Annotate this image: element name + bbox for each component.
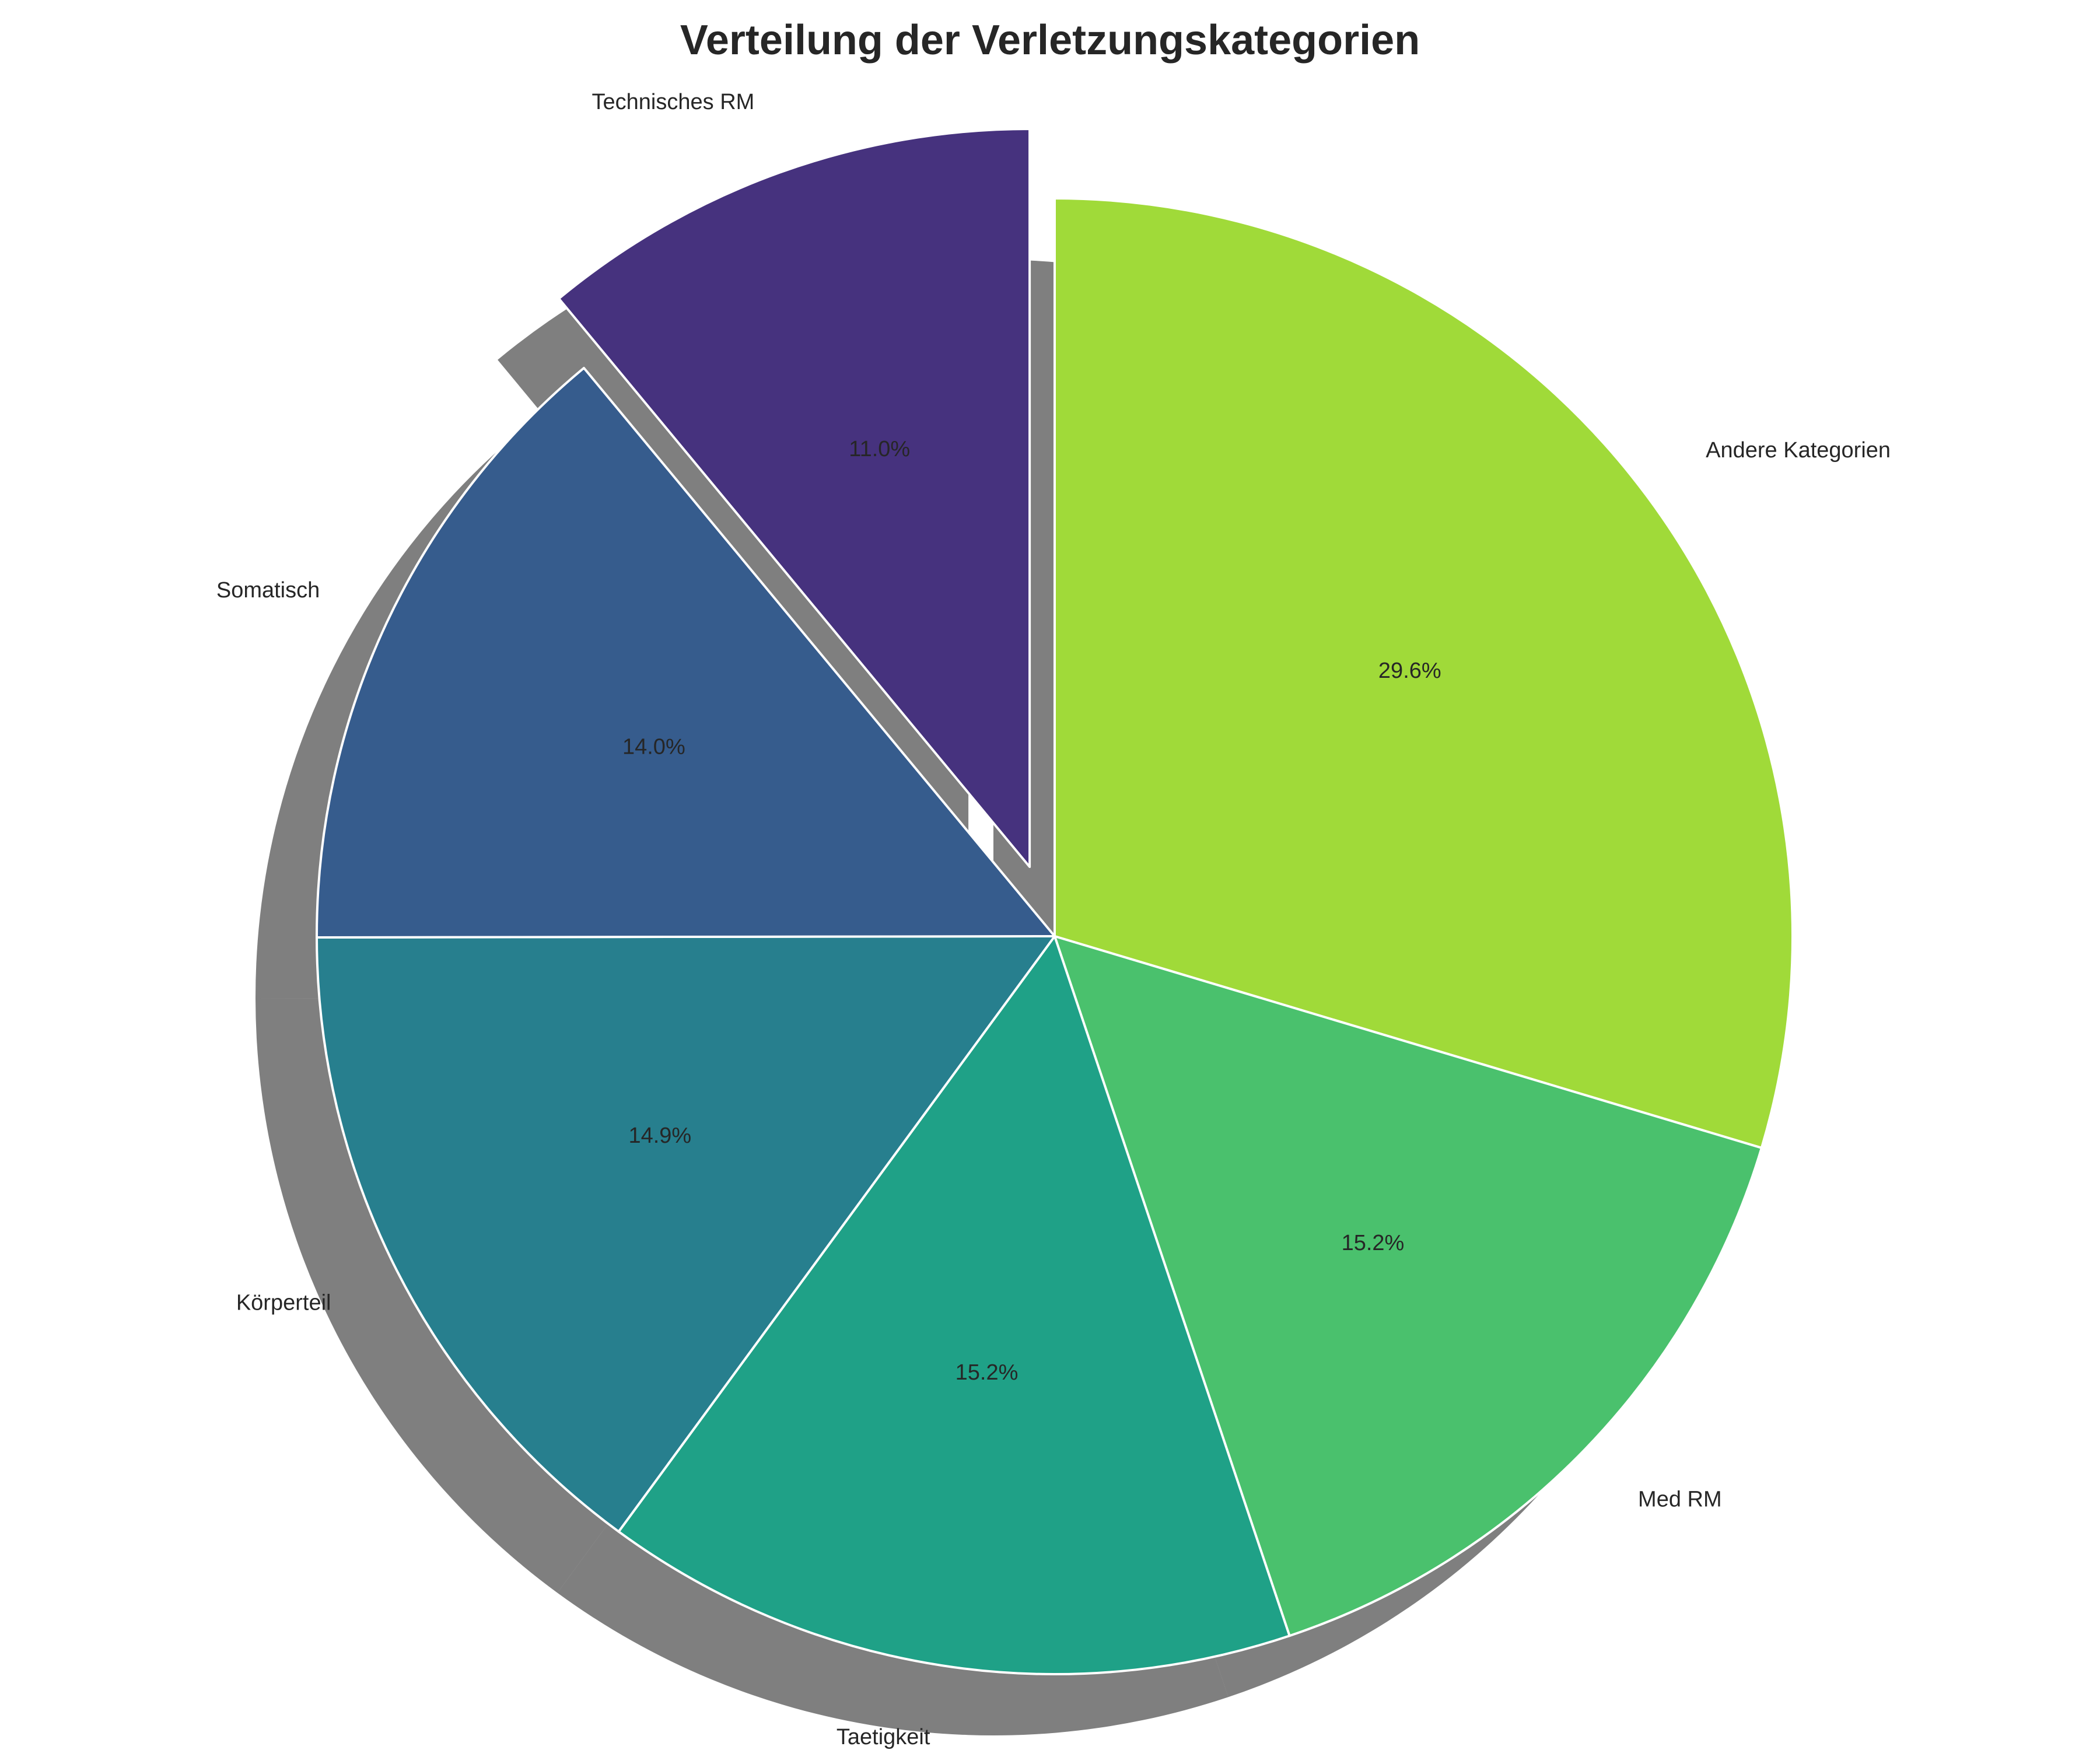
slice-label-k-rperteil: Körperteil	[236, 1290, 331, 1315]
slice-label-taetigkeit: Taetigkeit	[836, 1725, 930, 1749]
slice-pct-technisches-rm: 11.0%	[849, 437, 910, 461]
chart-title: Verteilung der Verletzungskategorien	[680, 17, 1420, 64]
slice-taetigkeit	[617, 935, 1291, 1675]
slice-label-somatisch: Somatisch	[216, 578, 320, 603]
slice-k-rperteil	[316, 935, 1056, 1533]
slice-pct-andere-kategorien: 29.6%	[1378, 659, 1441, 683]
slice-layer	[316, 127, 1794, 1675]
slice-andere-kategorien	[1054, 197, 1794, 1149]
slice-technisches-rm	[558, 127, 1031, 868]
slice-label-andere-kategorien: Andere Kategorien	[1706, 438, 1891, 463]
slice-label-med-rm: Med RM	[1638, 1488, 1722, 1512]
slice-pct-med-rm: 15.2%	[1342, 1231, 1405, 1255]
label-layer: Andere Kategorien 29.6% Med RM 15.2% Taetigk…	[216, 90, 1891, 1749]
slice-label-technisches-rm: Technisches RM	[592, 90, 755, 114]
slice-pct-k-rperteil: 14.9%	[628, 1124, 691, 1148]
slice-pct-taetigkeit: 15.2%	[956, 1360, 1019, 1385]
slice-somatisch	[316, 366, 1056, 939]
slice-pct-somatisch: 14.0%	[622, 735, 685, 760]
